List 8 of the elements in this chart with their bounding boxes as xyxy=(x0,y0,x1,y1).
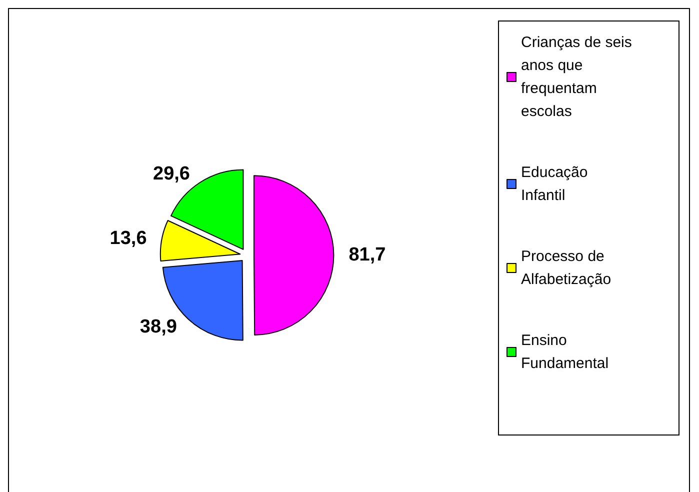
legend-label: Ensino Fundamental xyxy=(521,332,609,372)
data-label: 13,6 xyxy=(110,228,147,250)
legend-label: Educação Infantil xyxy=(521,164,592,204)
legend-label: Crianças de seis anos que frequentam escolas xyxy=(521,34,636,120)
data-label: 81,7 xyxy=(348,244,386,266)
data-label: 29,6 xyxy=(153,163,190,184)
data-label: 38,9 xyxy=(140,316,177,338)
legend-label: Processo de Alfabetização xyxy=(521,248,612,288)
